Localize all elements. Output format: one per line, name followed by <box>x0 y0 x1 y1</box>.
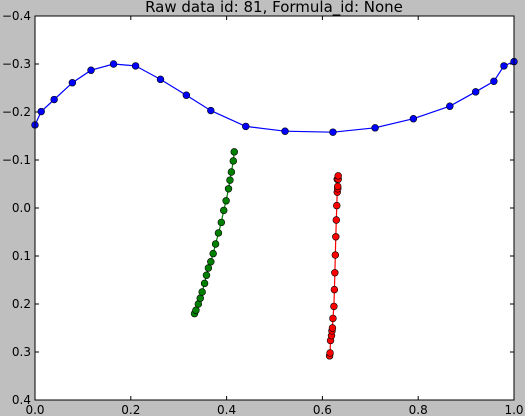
data-point <box>334 182 342 191</box>
data-point <box>229 157 238 165</box>
data-point <box>331 269 339 277</box>
series-line <box>34 61 515 133</box>
data-point <box>471 88 480 96</box>
data-point <box>446 102 454 110</box>
data-point <box>156 75 165 84</box>
data-point <box>204 264 213 272</box>
data-point <box>202 271 211 279</box>
data-point <box>37 107 45 116</box>
data-point <box>242 122 250 131</box>
data-point <box>182 91 191 99</box>
data-point <box>329 314 337 323</box>
data-point <box>222 197 230 205</box>
chart-title: Raw data id: 81, Formula_id: None <box>145 0 403 17</box>
data-point <box>198 288 206 296</box>
series-1 <box>190 148 238 318</box>
data-point <box>333 201 341 210</box>
data-point <box>224 185 233 193</box>
y-tick-label: −0.3 <box>2 57 31 71</box>
data-point <box>226 176 234 184</box>
plot-area <box>35 16 514 400</box>
x-tick-label: 0.0 <box>25 403 44 416</box>
data-point <box>50 95 58 104</box>
data-point <box>328 324 337 332</box>
data-point <box>209 249 217 258</box>
y-tick-label: −0.2 <box>2 105 31 119</box>
data-point <box>211 240 220 248</box>
x-tick-label: 1.0 <box>504 403 523 416</box>
data-point <box>330 302 338 311</box>
y-tick-label: 0.4 <box>12 393 31 407</box>
data-point <box>109 60 118 68</box>
data-point <box>196 294 204 302</box>
y-tick-label: 0.2 <box>12 297 31 311</box>
data-point <box>500 62 508 70</box>
data-point <box>329 128 337 136</box>
data-point <box>371 124 379 132</box>
data-point <box>214 229 223 237</box>
data-point <box>334 172 342 180</box>
y-tick-label: 0.1 <box>12 249 31 263</box>
x-tick-label: 0.2 <box>121 403 140 416</box>
data-point <box>332 216 340 224</box>
y-tick-label: 0.3 <box>12 345 31 359</box>
data-point <box>192 306 200 314</box>
data-point <box>332 233 340 241</box>
data-point <box>87 66 95 74</box>
y-tick-label: −0.1 <box>2 153 31 167</box>
plot-frame <box>34 15 515 401</box>
data-point <box>207 106 215 115</box>
data-point <box>200 279 209 288</box>
x-axis: 0.0 0.2 0.4 0.6 0.8 1.0 <box>25 16 524 416</box>
series-layer <box>31 57 518 360</box>
data-point <box>217 218 226 227</box>
data-point <box>490 77 498 85</box>
series-0 <box>31 57 518 136</box>
data-point <box>220 206 228 215</box>
data-point <box>331 251 340 259</box>
x-tick-label: 0.6 <box>313 403 332 416</box>
data-point <box>68 79 77 87</box>
data-point <box>281 127 289 135</box>
x-tick-label: 0.4 <box>217 403 236 416</box>
data-point <box>131 62 140 70</box>
data-point <box>207 258 215 266</box>
data-point <box>227 168 236 176</box>
y-tick-label: 0.0 <box>12 201 31 215</box>
data-point <box>330 285 339 294</box>
y-tick-label: −0.4 <box>2 9 31 23</box>
x-tick-label: 0.8 <box>409 403 428 416</box>
data-point <box>230 148 238 156</box>
series-2 <box>325 172 342 360</box>
data-point <box>409 115 418 123</box>
data-point <box>326 349 334 357</box>
